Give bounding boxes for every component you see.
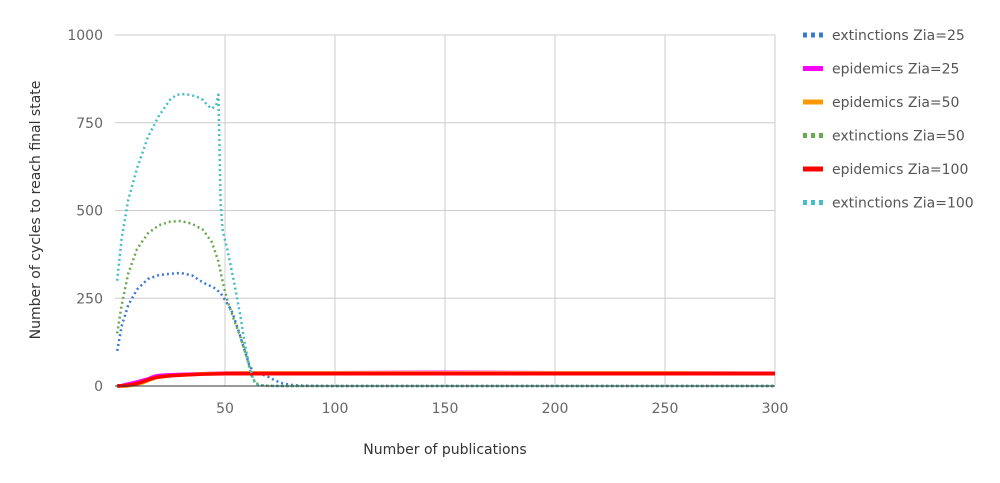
y-tick-label: 750 (76, 116, 103, 132)
series-lines (115, 92, 776, 388)
legend-item: extinctions Zia=25 (803, 28, 965, 44)
series-line-1 (115, 271, 775, 388)
legend-item: epidemics Zia=50 (803, 95, 959, 111)
legend-label: epidemics Zia=100 (832, 162, 968, 178)
legend-item: epidemics Zia=100 (803, 162, 968, 178)
legend-label: extinctions Zia=50 (832, 129, 965, 145)
legend-label: epidemics Zia=50 (832, 95, 959, 111)
series-line-5 (117, 371, 775, 388)
legend-item: epidemics Zia=25 (803, 62, 959, 78)
x-tick-label: 200 (542, 401, 569, 417)
x-tick-label: 100 (322, 401, 349, 417)
x-tick-label: 300 (762, 401, 789, 417)
series-line-6 (115, 92, 775, 388)
y-axis-title: Number of cycles to reach final state (28, 81, 44, 340)
y-tick-label: 0 (94, 379, 103, 395)
y-tick-label: 500 (76, 204, 103, 220)
x-tick-label: 50 (216, 401, 234, 417)
legend-item: extinctions Zia=100 (803, 196, 974, 212)
legend-label: extinctions Zia=100 (832, 196, 974, 212)
legend-label: epidemics Zia=25 (832, 62, 959, 78)
x-axis-title: Number of publications (363, 442, 526, 458)
legend-label: extinctions Zia=25 (832, 28, 965, 44)
grid (115, 34, 776, 386)
y-tick-label: 250 (76, 291, 103, 307)
x-tick-label: 150 (432, 401, 459, 417)
axes: 0 250 500 750 1000 50 100 150 200 250 300 (67, 28, 788, 417)
x-tick-label: 250 (652, 401, 679, 417)
legend-item: extinctions Zia=50 (803, 129, 965, 145)
series-line-4 (115, 219, 775, 388)
y-tick-label: 1000 (67, 28, 103, 44)
legend: extinctions Zia=25 epidemics Zia=25 epidem… (803, 28, 974, 212)
